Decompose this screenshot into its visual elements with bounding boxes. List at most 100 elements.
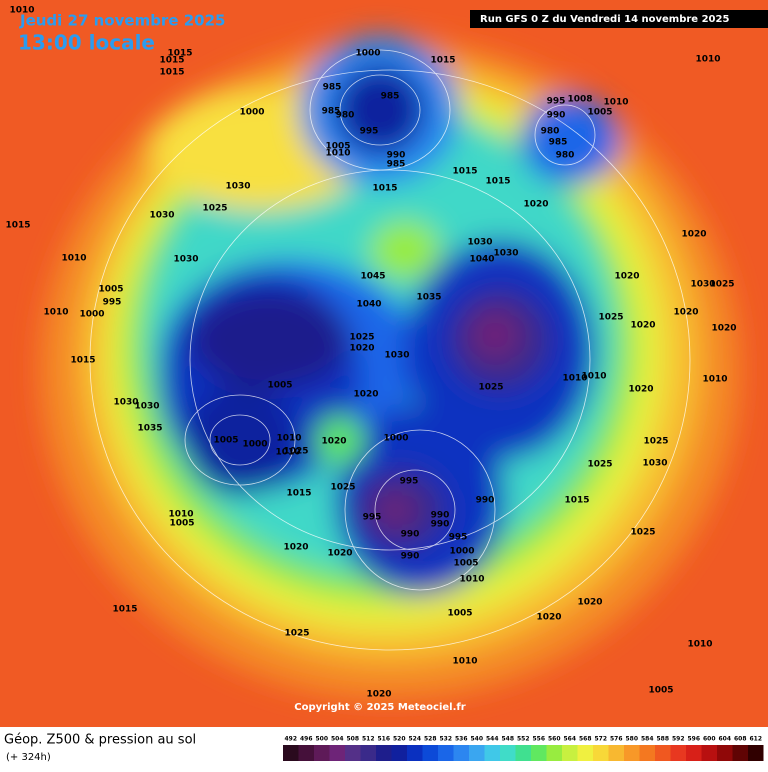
- isobar-label: 1020: [283, 543, 308, 553]
- isobar-label: 1010: [459, 575, 484, 585]
- scale-tick-label: 568: [579, 736, 592, 743]
- color-swatch: [670, 745, 686, 761]
- color-scale: 492 496 500 504 508 512 516 520 524 528 532 536 540 5…: [283, 736, 764, 761]
- legend-title: Géop. Z500 & pression au sol: [4, 733, 196, 748]
- isobar-label: 1020: [577, 598, 602, 608]
- isobar-label: 1008: [567, 95, 592, 105]
- isobar-label: 1025: [349, 333, 374, 343]
- isobar-label: 1000: [449, 547, 474, 557]
- isobar-label: 1020: [327, 549, 352, 559]
- isobar-label: 1030: [149, 211, 174, 221]
- isobar-label: 1040: [469, 255, 494, 265]
- isobar-label: 1025: [643, 437, 668, 447]
- scale-tick-label: 588: [656, 736, 669, 743]
- scale-tick-label: 524: [408, 736, 421, 743]
- isobar-label: 1010: [603, 98, 628, 108]
- isobar-label: 990: [401, 552, 420, 562]
- run-info: Run GFS 0 Z du Vendredi 14 novembre 2025: [480, 14, 729, 25]
- isobar-label: 980: [556, 151, 575, 161]
- isobar-label: 1010: [61, 254, 86, 264]
- scale-tick-label: 544: [486, 736, 499, 743]
- isobar-label: 1020: [673, 308, 698, 318]
- isobar-labels: 1010 1015 1015 1015 1000 1015 1010 985 985 985 980…: [5, 6, 736, 700]
- copyright: Copyright © 2025 Meteociel.fr: [294, 702, 465, 713]
- isobar-label: 1030: [690, 280, 715, 290]
- isobar-label: 1000: [242, 440, 267, 450]
- isobar-label: 1030: [113, 398, 138, 408]
- scale-tick-label: 496: [300, 736, 313, 743]
- scale-tick-label: 552: [517, 736, 530, 743]
- scale-tick-label: 528: [424, 736, 437, 743]
- isobar-label: 1020: [366, 690, 391, 700]
- scale-tick-label: 596: [687, 736, 700, 743]
- isobar-label: 985: [322, 107, 341, 117]
- isobar-label: 985: [381, 92, 400, 102]
- isobar-label: 1015: [564, 496, 589, 506]
- isobar-label: 1030: [493, 249, 518, 259]
- scale-tick-label: 572: [594, 736, 607, 743]
- color-swatch: [748, 745, 764, 761]
- isobar-label: 1005: [453, 559, 478, 569]
- isobar-label: 1025: [630, 528, 655, 538]
- isobar-label: 1030: [467, 238, 492, 248]
- isobar-label: 1015: [5, 221, 30, 231]
- color-swatch: [500, 745, 516, 761]
- scale-tick-label: 592: [672, 736, 685, 743]
- scale-tick-label: 508: [346, 736, 359, 743]
- scale-tick-label: 504: [331, 736, 344, 743]
- isobar-label: 1015: [112, 605, 137, 615]
- isobar-label: 1010: [325, 149, 350, 159]
- scale-tick-label: 516: [377, 736, 390, 743]
- isobar-label: 1000: [239, 108, 264, 118]
- color-swatch: [314, 745, 330, 761]
- isobar-label: 995: [363, 513, 382, 523]
- isobar-label: 990: [431, 520, 450, 530]
- isobar-label: 1005: [587, 108, 612, 118]
- isobar-label: 1020: [349, 344, 374, 354]
- color-swatch: [701, 745, 717, 761]
- scale-tick-label: 608: [734, 736, 747, 743]
- scale-tick-label: 520: [393, 736, 406, 743]
- color-swatch: [686, 745, 702, 761]
- color-swatch: [360, 745, 376, 761]
- isobar-label: 1040: [356, 300, 381, 310]
- isobar-label: 1025: [284, 629, 309, 639]
- scale-tick-label: 564: [563, 736, 576, 743]
- scale-tick-label: 536: [455, 736, 468, 743]
- isobar-label: 995: [360, 127, 379, 137]
- color-swatch: [484, 745, 500, 761]
- color-swatch: [546, 745, 562, 761]
- isobar-label: 1030: [225, 182, 250, 192]
- isobar-label: 1020: [614, 272, 639, 282]
- isobar-label: 1030: [384, 351, 409, 361]
- color-swatch: [608, 745, 624, 761]
- isobar-label: 985: [549, 138, 568, 148]
- scale-tick-label: 512: [362, 736, 375, 743]
- isobar-label: 995: [547, 97, 566, 107]
- isobar-label: 1010: [452, 657, 477, 667]
- isobar-label: 1045: [360, 272, 385, 282]
- isobar-label: 1015: [159, 56, 184, 66]
- scale-tick-label: 540: [470, 736, 483, 743]
- scale-tick-label: 576: [610, 736, 623, 743]
- isobar-label: 1035: [137, 424, 162, 434]
- isobar-label: 1025: [587, 460, 612, 470]
- isobar-label: 1025: [202, 204, 227, 214]
- isobar-label: 995: [400, 477, 419, 487]
- scale-tick-label: 532: [439, 736, 452, 743]
- isobar-label: 990: [476, 496, 495, 506]
- isobar-label: 1025: [478, 383, 503, 393]
- isobar-label: 1020: [353, 390, 378, 400]
- legend-subtitle: (+ 324h): [6, 752, 51, 763]
- run-banner: [470, 10, 768, 28]
- isobar-label: 1015: [159, 68, 184, 78]
- isobar-label: 1010: [43, 308, 68, 318]
- isobar-label: 1010: [9, 6, 34, 16]
- isobar-label: 995: [103, 298, 122, 308]
- color-swatch: [345, 745, 361, 761]
- scale-tick-label: 580: [625, 736, 638, 743]
- isobar-label: 1030: [134, 402, 159, 412]
- isobar-label: 1025: [598, 313, 623, 323]
- isobar-label: 990: [547, 111, 566, 121]
